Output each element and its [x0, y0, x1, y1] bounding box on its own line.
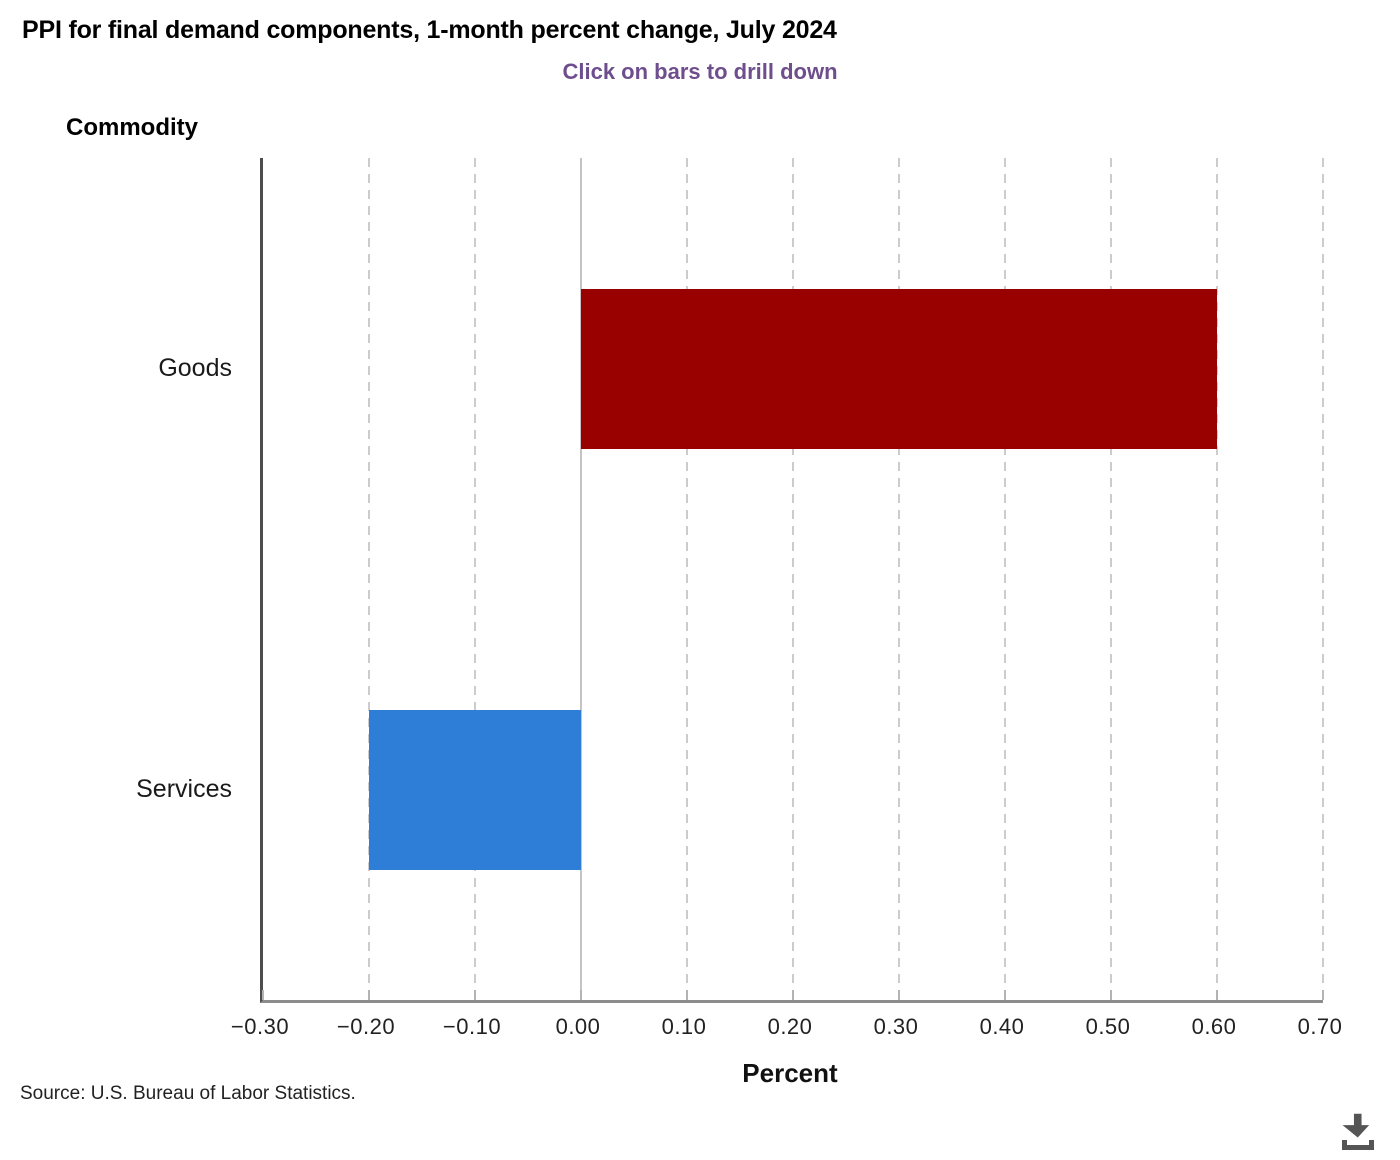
- x-tick-label: 0.50: [1085, 1014, 1131, 1039]
- gridline: [1110, 158, 1112, 1000]
- bar-services[interactable]: [369, 709, 581, 870]
- x-axis-tick: [1004, 990, 1006, 1000]
- download-icon: [1334, 1113, 1382, 1158]
- x-tick-label: −0.20: [336, 1014, 396, 1039]
- x-tick-label: 0.40: [979, 1014, 1025, 1039]
- x-axis-tick: [580, 990, 582, 1000]
- download-button[interactable]: [1334, 1106, 1382, 1154]
- gridline: [1004, 158, 1006, 1000]
- zero-gridline: [580, 158, 582, 1000]
- bar-goods[interactable]: [581, 288, 1217, 449]
- x-tick-label: −0.10: [442, 1014, 502, 1039]
- x-tick-label: 0.70: [1297, 1014, 1343, 1039]
- x-tick-label: 0.10: [661, 1014, 707, 1039]
- x-tick-label: 0.00: [555, 1014, 601, 1039]
- x-axis-tick: [368, 990, 370, 1000]
- x-axis-tick: [1322, 990, 1324, 1000]
- gridline: [368, 158, 370, 1000]
- plot-area: [260, 158, 1324, 1003]
- gridline: [792, 158, 794, 1000]
- chart-title: PPI for final demand components, 1-month…: [22, 16, 837, 44]
- gridline: [474, 158, 476, 1000]
- x-axis-tick: [1216, 990, 1218, 1000]
- gridline: [898, 158, 900, 1000]
- x-tick-label: −0.30: [230, 1014, 290, 1039]
- source-note: Source: U.S. Bureau of Labor Statistics.: [20, 1083, 356, 1104]
- x-axis-tick: [262, 990, 264, 1000]
- x-axis-tick: [686, 990, 688, 1000]
- x-axis-tick: [1110, 990, 1112, 1000]
- x-tick-label: 0.60: [1191, 1014, 1237, 1039]
- gridline: [686, 158, 688, 1000]
- chart-subtitle: Click on bars to drill down: [562, 59, 838, 84]
- x-axis-title: Percent: [742, 1058, 838, 1088]
- x-tick-label: 0.20: [767, 1014, 813, 1039]
- gridline: [1216, 158, 1218, 1000]
- x-axis-tick: [792, 990, 794, 1000]
- y-axis-title: Commodity: [66, 114, 198, 141]
- x-tick-label: 0.30: [873, 1014, 919, 1039]
- x-axis-tick: [898, 990, 900, 1000]
- category-label-services: Services: [136, 774, 232, 803]
- x-axis-tick: [474, 990, 476, 1000]
- category-label-goods: Goods: [158, 353, 232, 382]
- gridline: [1322, 158, 1324, 1000]
